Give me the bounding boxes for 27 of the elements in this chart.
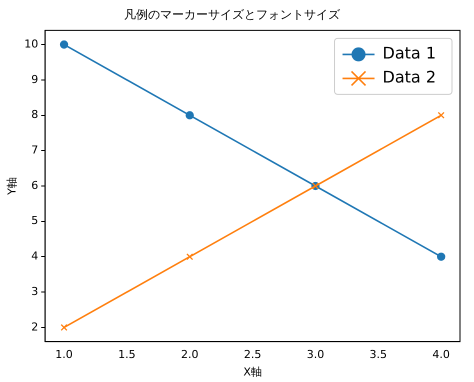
- y-axis-title: Y軸: [5, 177, 18, 196]
- y-tick-label: 9: [31, 72, 38, 86]
- x-tick-label: 1.0: [55, 348, 73, 362]
- x-tick-label: 3.5: [370, 348, 388, 362]
- y-tick-label: 10: [24, 37, 38, 50]
- point: [60, 40, 68, 49]
- y-tick-label: 8: [31, 108, 38, 122]
- y-tick-label: 7: [31, 143, 38, 156]
- y-tick-label: 2: [31, 320, 38, 334]
- point: [60, 324, 68, 331]
- x-tick-label: 1.5: [118, 348, 136, 362]
- legend-label: Data 2: [382, 68, 436, 87]
- y-tick-label: 4: [31, 250, 38, 263]
- x-axis-title: X軸: [243, 365, 262, 378]
- x-tick-label: 4.0: [432, 348, 450, 362]
- x-tick-label: 2.5: [244, 348, 262, 362]
- x-tick-label: 3.0: [306, 348, 324, 362]
- point: [438, 112, 445, 119]
- point: [186, 253, 194, 260]
- chart-title: 凡例のマーカーサイズとフォントサイズ: [124, 7, 341, 22]
- y-tick-label: 3: [31, 284, 38, 298]
- y-tick-label: 5: [31, 214, 38, 228]
- legend-label: Data 1: [382, 44, 436, 63]
- x-tick-label: 2.0: [181, 348, 198, 362]
- point: [186, 111, 194, 120]
- point: [436, 252, 446, 261]
- y-tick-label: 6: [31, 178, 38, 192]
